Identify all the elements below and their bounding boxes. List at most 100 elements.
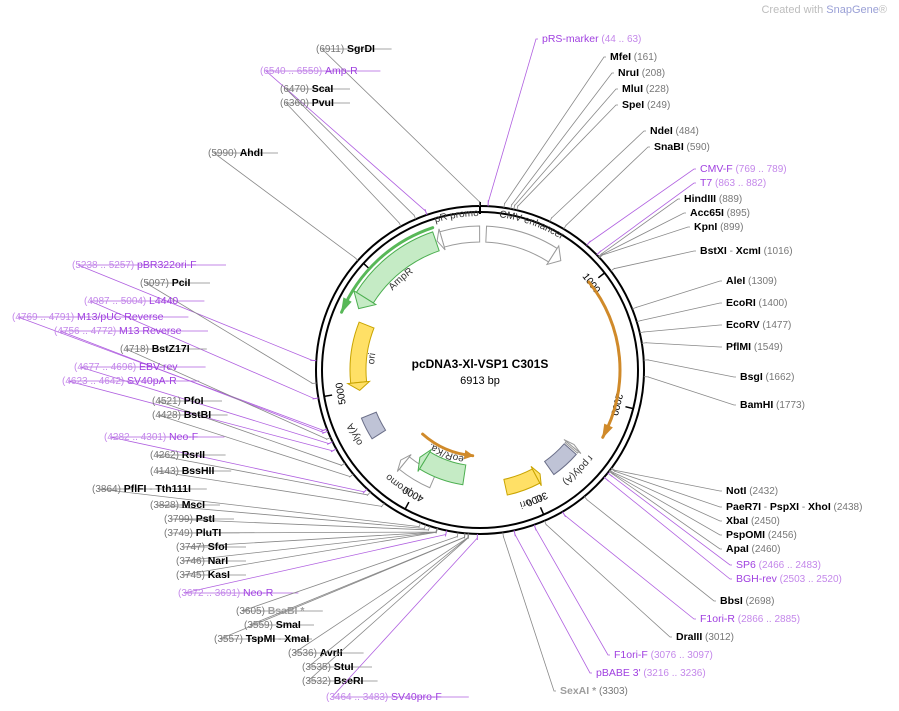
leader-line <box>646 343 722 347</box>
leader-line <box>515 534 592 673</box>
leader-line <box>488 39 538 202</box>
leader-line <box>536 529 610 655</box>
map-label: F1ori-F (3076 .. 3097) <box>614 649 713 661</box>
map-label: (3559) SmaI <box>244 619 301 631</box>
map-label: (6911) SgrDI <box>316 43 375 55</box>
kb-tick <box>540 507 543 514</box>
feature <box>440 226 480 247</box>
map-label: (3745) KasI <box>176 569 230 581</box>
leader-line <box>612 474 722 549</box>
leader-line <box>648 377 736 405</box>
plasmid-map: 100020003000400050006000CMV enhancerAmpR… <box>0 0 899 711</box>
leader-line <box>589 169 696 242</box>
map-label: EcoRV (1477) <box>726 319 791 331</box>
feature-label: SV40 promoter <box>0 0 426 504</box>
leader-line <box>242 536 457 611</box>
map-label: SexAI * (3303) <box>560 685 628 697</box>
map-label: T7 (863 .. 882) <box>700 177 766 189</box>
map-label: pBABE 3' (3216 .. 3236) <box>596 667 706 679</box>
map-label: NruI (208) <box>618 67 665 79</box>
map-label: CMV-F (769 .. 789) <box>700 163 787 175</box>
map-label: (3864) PflFI - Tth111I <box>92 483 191 495</box>
feature-label: NeoR/Ka... <box>0 0 465 464</box>
map-label: PflMI (1549) <box>726 341 783 353</box>
map-label: BGH-rev (2503 .. 2520) <box>736 573 842 585</box>
map-label: SP6 (2466 .. 2483) <box>736 559 821 571</box>
leader-line <box>613 473 722 535</box>
map-label: BstXI - XcmI (1016) <box>700 245 793 257</box>
map-label: (3749) PluTI <box>164 527 221 539</box>
leader-line <box>644 325 722 332</box>
accent-arrowhead <box>603 424 612 437</box>
accent-arrowhead <box>464 451 472 459</box>
map-label: (3747) SfoI <box>176 541 228 553</box>
plasmid-size: 6913 bp <box>460 375 500 387</box>
map-label: (4521) PfoI <box>152 395 204 407</box>
leader-line <box>587 500 716 601</box>
leader-line <box>648 360 736 377</box>
map-label: F1ori-R (2866 .. 2885) <box>700 613 800 625</box>
map-label: NdeI (484) <box>650 125 699 137</box>
kb-tick <box>324 395 332 396</box>
leader-line <box>600 183 696 252</box>
kb-tick <box>625 407 633 409</box>
leader-line <box>214 153 355 258</box>
map-label: (3746) NarI <box>176 555 228 567</box>
primer-tick <box>363 489 367 493</box>
map-label: PaeR7I - PspXI - XhoI (2438) <box>726 501 862 513</box>
kb-tick-label: 5000 <box>334 381 349 405</box>
map-label: (6540 .. 6559) Amp-R <box>260 65 358 77</box>
leader-line <box>614 251 696 269</box>
kb-tick <box>405 502 409 509</box>
map-label: BsgI (1662) <box>740 371 794 383</box>
map-label: (4677 .. 4696) EBV-rev <box>74 361 178 373</box>
leader-line <box>611 475 732 565</box>
primer-tick <box>445 531 446 537</box>
map-label: (6470) ScaI <box>280 83 333 95</box>
leader-line <box>515 89 618 206</box>
feature-label: AmpR promoter <box>0 0 479 225</box>
leader-line <box>308 538 468 681</box>
leader-line <box>565 515 696 619</box>
map-label: (4718) BstZ17I <box>120 343 190 355</box>
map-label: (4987 .. 5004) L4440 <box>84 295 178 307</box>
map-label: SpeI (249) <box>622 99 670 111</box>
map-label: (5238 .. 5257) pBR322ori-F <box>72 259 197 271</box>
map-label: (6360) PvuI <box>280 97 334 109</box>
map-label: pRS-marker (44 .. 63) <box>542 33 641 45</box>
leader-line <box>614 471 722 507</box>
map-label: MluI (228) <box>622 83 669 95</box>
map-label: XbaI (2450) <box>726 515 780 527</box>
map-label: BamHI (1773) <box>740 399 805 411</box>
map-label: (5097) PciI <box>140 277 190 289</box>
map-label: EcoRI (1400) <box>726 297 787 309</box>
map-label: NotI (2432) <box>726 485 778 497</box>
map-label: (4282 .. 4301) Neo-F <box>104 431 198 443</box>
map-label: (4143) BssHII <box>150 465 214 477</box>
map-label: (4769 .. 4791) M13/pUC Reverse <box>12 311 164 323</box>
map-label: (3799) PstI <box>164 513 215 525</box>
leader-line <box>294 538 468 653</box>
map-label: KpnI (899) <box>694 221 743 233</box>
leader-line <box>566 147 650 226</box>
feature-label: ori <box>366 352 378 364</box>
plasmid-name: pcDNA3-Xl-VSP1 C301S <box>412 357 549 371</box>
map-label: MfeI (161) <box>610 51 657 63</box>
map-label: (4623 .. 4642) SV40pA-R <box>62 375 177 387</box>
leader-line <box>641 303 722 321</box>
map-label: ApaI (2460) <box>726 543 780 555</box>
leader-line <box>552 131 646 218</box>
leader-line <box>613 472 722 521</box>
feature <box>361 412 385 439</box>
map-label: (4262) RsrII <box>150 449 205 461</box>
map-label: PspOMI (2456) <box>726 529 797 541</box>
map-label: (4428) BstBI <box>152 409 211 421</box>
primer-tick <box>425 209 427 215</box>
map-label: (3464 .. 3483) SV40pro-F <box>326 691 442 703</box>
leader-line <box>636 281 722 308</box>
map-label: (3828) MscI <box>150 499 205 511</box>
leader-line <box>546 524 672 637</box>
leader-line <box>602 227 690 255</box>
map-label: DraIII (3012) <box>676 631 734 643</box>
map-label: (3532) BseRI <box>302 675 364 687</box>
